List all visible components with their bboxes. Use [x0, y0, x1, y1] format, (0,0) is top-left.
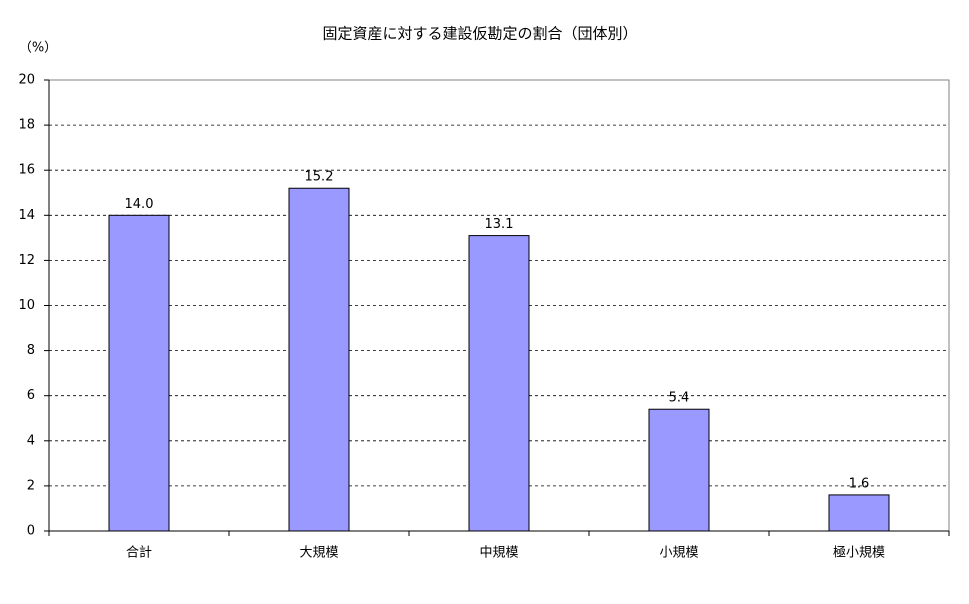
y-axis-label: （%） — [19, 41, 57, 56]
y-tick-label: 0 — [27, 524, 35, 539]
x-tick-label: 中規模 — [479, 546, 518, 561]
x-tick-label: 合計 — [126, 545, 152, 561]
y-tick-label: 4 — [27, 433, 35, 448]
data-label: 1.6 — [849, 476, 870, 491]
bar — [108, 214, 170, 532]
data-label: 5.4 — [669, 391, 690, 406]
data-label: 15.2 — [305, 170, 334, 185]
y-tick-label: 10 — [18, 298, 35, 313]
x-tick-label: 小規模 — [659, 546, 698, 561]
y-tick-label: 12 — [18, 253, 35, 268]
y-tick-label: 16 — [18, 163, 35, 178]
y-tick-label: 8 — [27, 343, 35, 358]
x-tick-label: 大規模 — [299, 546, 338, 561]
bar — [468, 235, 530, 532]
bar — [828, 494, 890, 532]
y-tick-label: 18 — [18, 118, 35, 133]
data-label: 13.1 — [485, 217, 514, 232]
data-label: 14.0 — [125, 197, 154, 212]
bar — [648, 408, 710, 532]
y-tick-label: 6 — [27, 388, 35, 403]
bar — [288, 187, 350, 532]
y-tick-label: 2 — [27, 478, 35, 493]
y-tick-label: 14 — [18, 208, 35, 223]
chart-title: 固定資産に対する建設仮勘定の割合（団体別） — [322, 25, 637, 43]
x-tick-label: 極小規模 — [833, 545, 885, 561]
y-tick-label: 20 — [18, 73, 35, 88]
